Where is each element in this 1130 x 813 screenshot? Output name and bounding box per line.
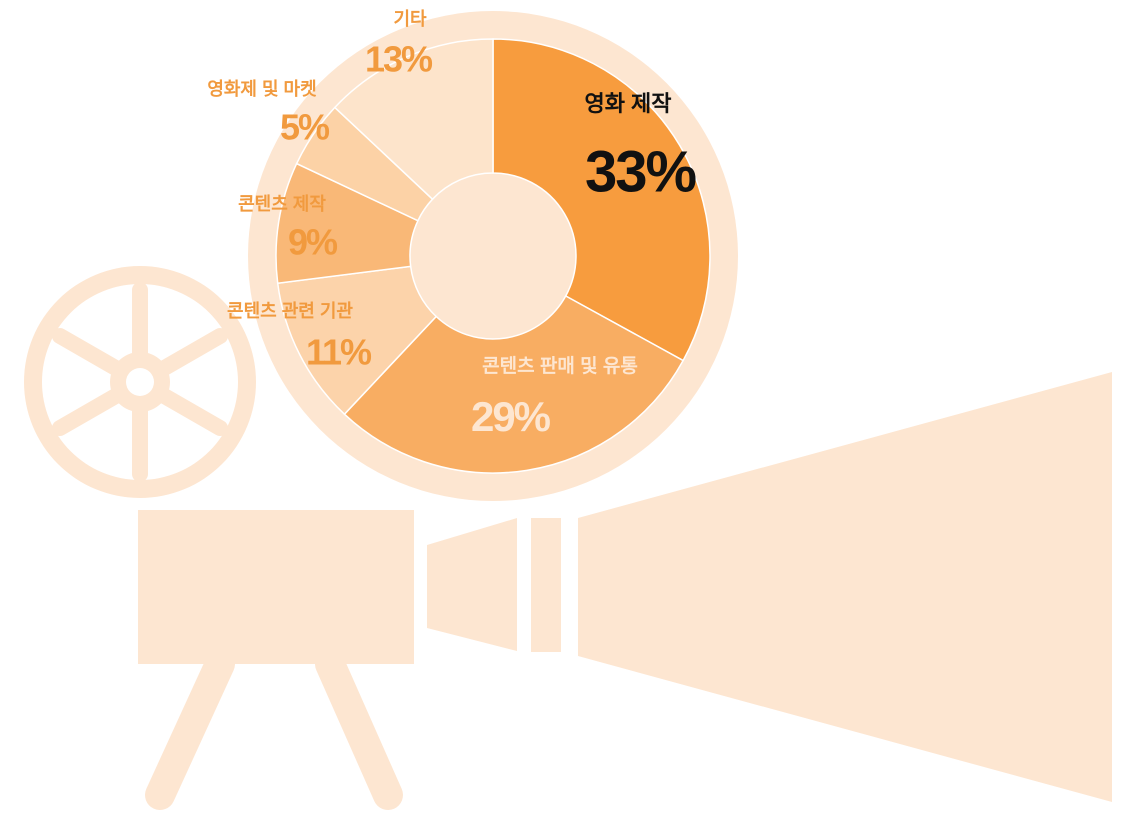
category-label: 영화 제작	[584, 91, 671, 116]
value-label: 9%	[288, 222, 338, 263]
category-label: 영화제 및 마켓	[207, 79, 317, 99]
projector-body	[138, 510, 414, 664]
tripod	[160, 664, 388, 795]
chart: 영화 제작 33% 콘텐츠 판매 및 유통 29% 콘텐츠 관련 기관 11% 콘텐츠 제작…	[0, 0, 1130, 813]
value-label: 13%	[365, 39, 433, 80]
category-label: 콘텐츠 관련 기관	[227, 301, 353, 321]
lens	[427, 518, 517, 651]
category-label: 기타	[393, 9, 427, 29]
value-label: 11%	[306, 332, 372, 373]
value-label: 5%	[280, 107, 330, 148]
category-label: 콘텐츠 판매 및 유통	[482, 355, 638, 377]
category-label: 콘텐츠 제작	[238, 194, 326, 214]
lens-ring	[531, 518, 561, 652]
value-label: 29%	[471, 393, 551, 440]
reel-hub-hole	[126, 368, 154, 396]
value-label: 33%	[585, 139, 697, 204]
